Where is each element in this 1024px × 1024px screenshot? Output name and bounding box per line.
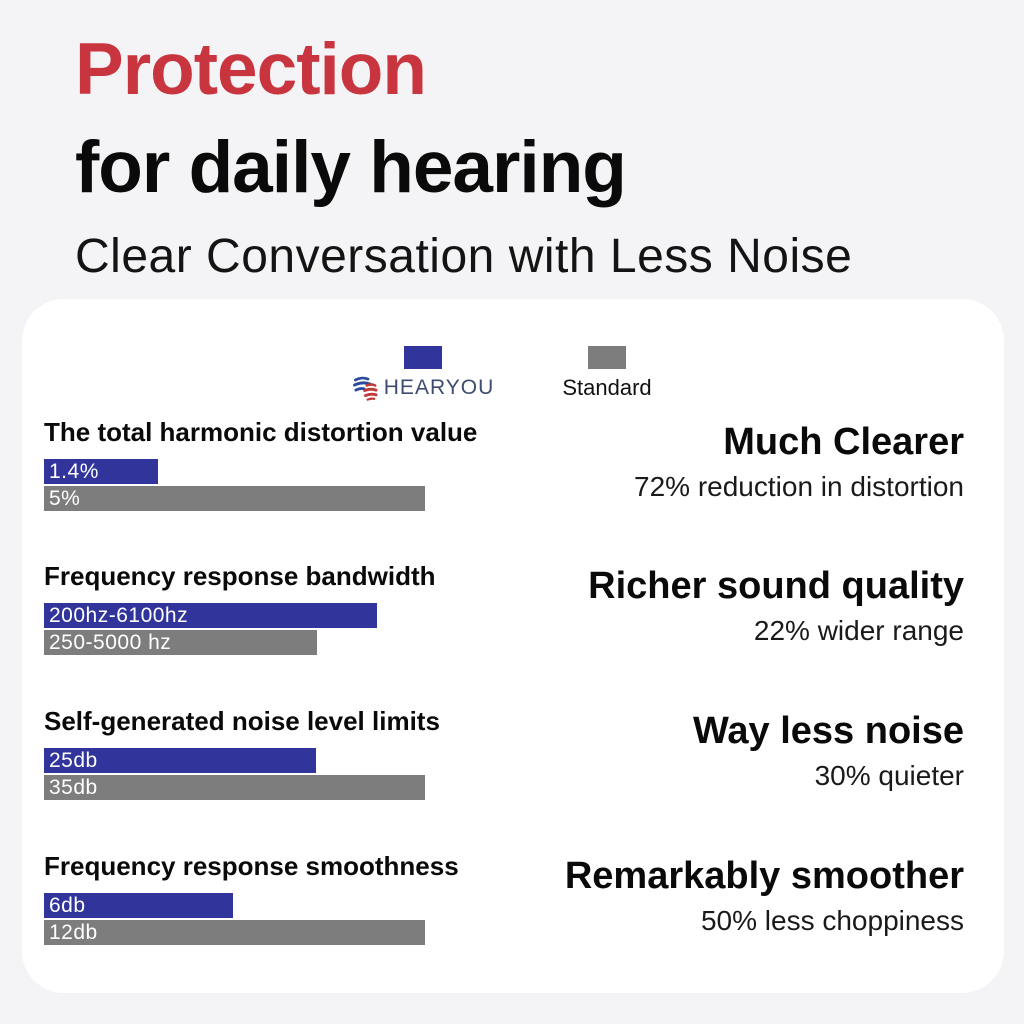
standard-bar: 250-5000 hz (44, 630, 317, 655)
benefit-title: Much Clearer (723, 421, 964, 463)
hearyou-bar: 1.4% (44, 459, 158, 484)
metric-heading: Frequency response bandwidth (44, 561, 436, 591)
metric-section-noise: Self-generated noise level limits 25db 3… (44, 700, 964, 830)
benefit-block: Way less noise 30% quieter (693, 710, 964, 792)
metric-heading: Self-generated noise level limits (44, 706, 440, 736)
page-title: for daily hearing (75, 127, 627, 208)
benefit-subtitle: 22% wider range (753, 614, 964, 646)
metric-section-distortion: The total harmonic distortion value 1.4%… (44, 411, 964, 541)
metric-heading: The total harmonic distortion value (44, 417, 478, 447)
benefit-title: Remarkably smoother (564, 855, 964, 897)
comparison-card: HEARYOU Standard The total harmonic dist… (22, 299, 1004, 993)
standard-legend-swatch (588, 346, 626, 369)
hearyou-legend-swatch (404, 346, 442, 369)
metric-heading: Frequency response smoothness (44, 851, 459, 881)
legend-hearyou: HEARYOU (352, 346, 493, 401)
benefit-block: Much Clearer 72% reduction in distortion (634, 421, 964, 503)
standard-bar: 35db (44, 775, 425, 800)
metric-section-bandwidth: Frequency response bandwidth 200hz-6100h… (44, 555, 964, 685)
benefit-subtitle: 72% reduction in distortion (634, 470, 964, 502)
metric-section-smoothness: Frequency response smoothness 6db 12db R… (44, 845, 964, 975)
hearyou-logo-icon (352, 376, 378, 401)
standard-bar: 12db (44, 920, 425, 945)
hearyou-bar: 6db (44, 893, 233, 918)
benefit-block: Richer sound quality 22% wider range (588, 565, 964, 647)
benefit-subtitle: 30% quieter (814, 759, 964, 791)
benefit-title: Richer sound quality (588, 565, 964, 607)
page-subtitle: Clear Conversation with Less Noise (75, 230, 853, 283)
benefit-subtitle: 50% less choppiness (700, 904, 964, 936)
hearyou-brand-row: HEARYOU (352, 375, 494, 401)
hearyou-bar: 200hz-6100hz (44, 603, 377, 628)
page-title-accent: Protection (75, 29, 427, 110)
hearyou-bar: 25db (44, 748, 316, 773)
hearyou-brand-label: HEARYOU (383, 376, 495, 399)
legend-standard: Standard (562, 346, 652, 401)
standard-legend-label: Standard (562, 375, 652, 400)
benefit-block: Remarkably smoother 50% less choppiness (565, 855, 964, 937)
benefit-title: Way less noise (692, 710, 964, 752)
standard-bar: 5% (44, 486, 425, 511)
